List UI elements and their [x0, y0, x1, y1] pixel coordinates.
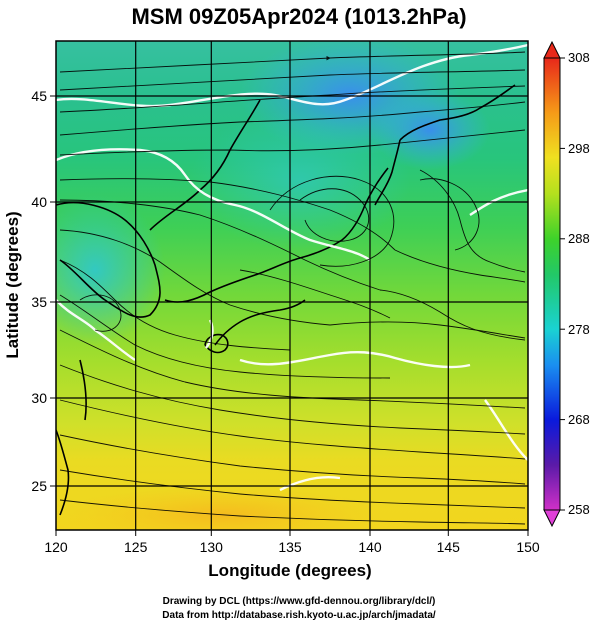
credit-drawing: Drawing by DCL (https://www.gfd-dennou.o… [163, 596, 436, 607]
colorbar-tick-label: 268 [568, 412, 590, 427]
temperature-field [56, 41, 528, 530]
map-title: MSM 09Z05Apr2024 (1013.2hPa) [131, 4, 466, 29]
x-axis-label: Longitude (degrees) [208, 561, 371, 580]
colorbar-tick-label: 308 [568, 50, 590, 65]
lat-lon-grid [56, 41, 528, 530]
y-tick-label: 35 [31, 294, 47, 310]
y-axis-tick-labels: 45 40 35 30 25 [31, 88, 47, 494]
colorbar: 308 298 288 278 268 258 [543, 40, 590, 528]
colorbar-tick-label: 278 [568, 322, 590, 337]
x-axis-ticks [55, 530, 529, 536]
credit-data-source: Data from http://database.rish.kyoto-u.a… [162, 610, 436, 621]
x-axis-tick-labels: 120 125 130 135 140 145 150 [44, 539, 540, 555]
y-tick-label: 30 [31, 390, 47, 406]
y-tick-label: 25 [31, 478, 47, 494]
colorbar-tick-label: 288 [568, 231, 590, 246]
plot-frame [55, 40, 529, 531]
y-tick-label: 45 [31, 88, 47, 104]
colorbar-tick-label: 258 [568, 502, 590, 517]
y-axis-ticks [50, 95, 56, 487]
x-tick-label: 135 [278, 539, 302, 555]
x-tick-label: 140 [358, 539, 382, 555]
isotherm-contours [56, 43, 528, 492]
x-tick-label: 145 [437, 539, 461, 555]
x-tick-label: 120 [44, 539, 68, 555]
x-tick-label: 130 [200, 539, 224, 555]
y-tick-label: 40 [31, 194, 47, 210]
y-axis-label: Latitude (degrees) [3, 211, 22, 358]
colorbar-tick-label: 298 [568, 141, 590, 156]
x-tick-label: 150 [516, 539, 540, 555]
x-tick-label: 125 [124, 539, 148, 555]
